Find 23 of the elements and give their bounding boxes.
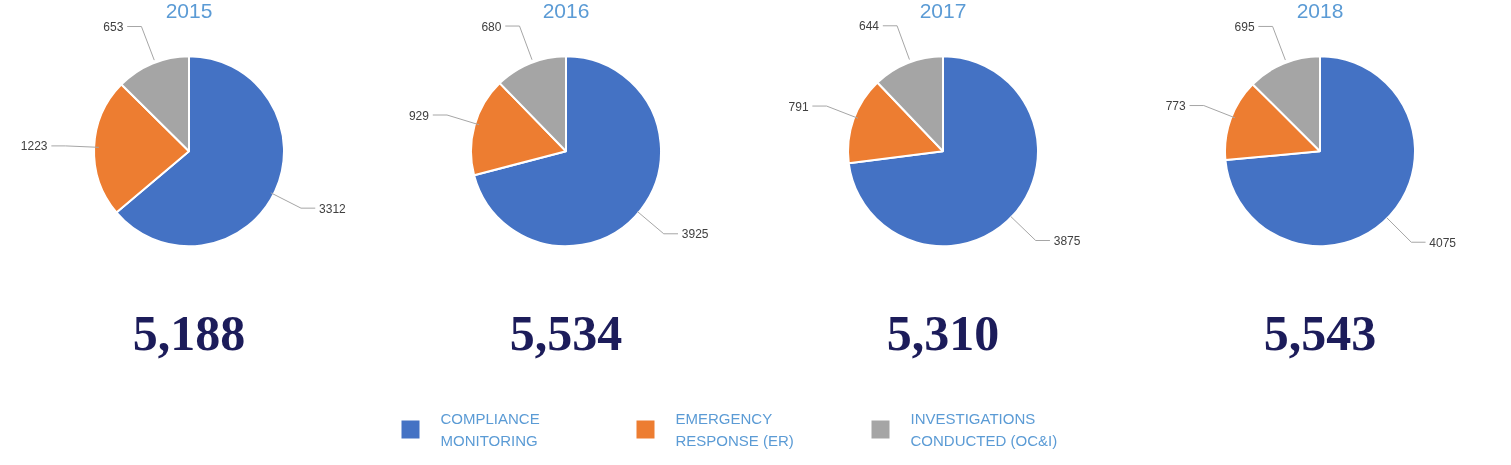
data-label: 3312 <box>319 201 347 216</box>
text: 5,310 <box>886 304 1000 361</box>
data-label: 644 <box>859 19 880 34</box>
data-label: 653 <box>103 20 124 35</box>
chart-title: 2015 <box>165 0 213 22</box>
chart-title: 2017 <box>919 0 967 22</box>
legend-label: EMERGENCY RESPONSE (ER) <box>675 409 794 450</box>
text: 5,543 <box>1263 304 1377 361</box>
chart-title: 2018 <box>1296 0 1344 22</box>
data-label: 929 <box>408 108 430 123</box>
data-label: 3925 <box>681 227 709 242</box>
data-label: 695 <box>1234 19 1255 34</box>
chart-title: 2016 <box>542 0 590 22</box>
data-label: 4075 <box>1429 235 1457 250</box>
legend-label: INVESTIGATIONS CONDUCTED (OC&I) <box>910 409 1058 450</box>
data-label: 3875 <box>1053 234 1081 249</box>
text: 5,534 <box>509 304 623 361</box>
text: 5,188 <box>132 304 246 361</box>
legend-label: COMPLIANCE MONITORING <box>440 409 540 450</box>
data-label: 791 <box>788 99 809 114</box>
data-label: 1223 <box>20 139 48 154</box>
data-label: 773 <box>1165 99 1187 114</box>
data-label: 680 <box>481 19 502 34</box>
